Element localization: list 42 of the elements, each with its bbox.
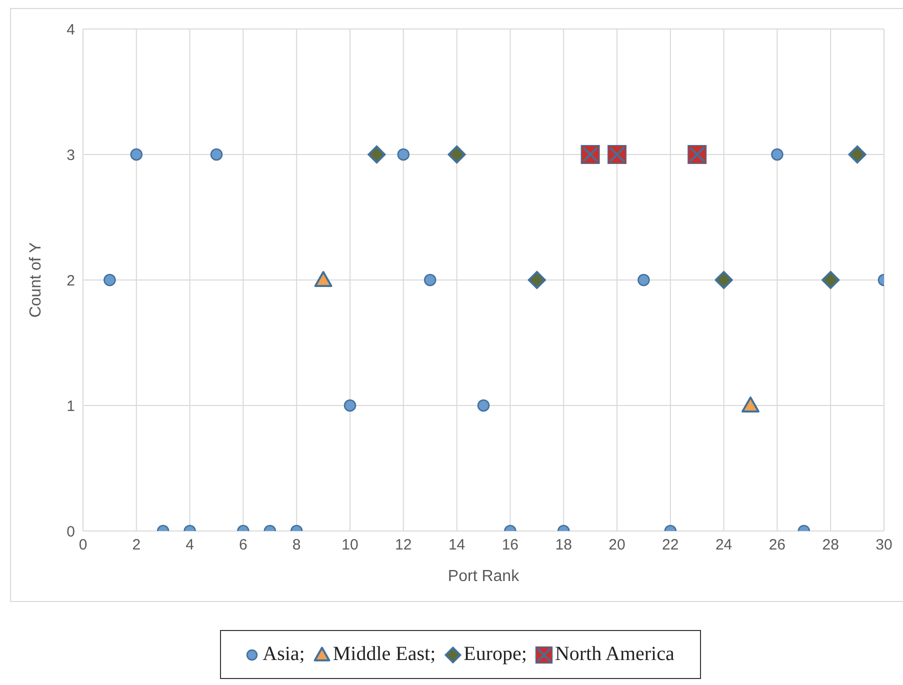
x-tick-label: 12 xyxy=(395,536,412,554)
point xyxy=(448,146,466,164)
point xyxy=(848,146,866,164)
point xyxy=(314,271,332,287)
x-tick-label: 18 xyxy=(555,536,572,554)
y-tick-label: 1 xyxy=(66,398,75,415)
point xyxy=(822,271,840,289)
point xyxy=(771,148,784,161)
x-axis-title: Port Rank xyxy=(448,568,520,585)
x-tick-label: 30 xyxy=(876,536,892,554)
x-tick-label: 24 xyxy=(715,536,732,554)
y-tick-label: 2 xyxy=(66,272,75,290)
x-tick-label: 2 xyxy=(132,536,141,554)
point xyxy=(368,146,386,164)
y-tick-label: 4 xyxy=(66,21,75,38)
legend-label: Europe; xyxy=(464,643,527,666)
point xyxy=(397,148,410,161)
legend-label: Middle East; xyxy=(332,643,436,666)
point xyxy=(130,148,143,161)
x-tick-label: 8 xyxy=(292,536,301,554)
x-tick-label: 22 xyxy=(662,536,679,554)
point xyxy=(528,271,546,289)
point xyxy=(638,274,650,286)
point xyxy=(104,274,116,286)
y-tick-label: 0 xyxy=(66,523,75,540)
point xyxy=(714,271,733,289)
legend-label: Asia; xyxy=(262,643,305,666)
x-tick-label: 4 xyxy=(186,536,194,554)
x-tick-label: 16 xyxy=(502,536,519,554)
x-tick-label: 28 xyxy=(822,536,839,554)
x-tick-label: 14 xyxy=(448,536,466,554)
point xyxy=(424,274,436,286)
y-tick-label: 3 xyxy=(66,146,75,164)
point xyxy=(210,148,223,161)
x-tick-label: 6 xyxy=(239,536,248,554)
x-tick-label: 10 xyxy=(342,536,358,554)
x-tick-label: 0 xyxy=(78,536,88,554)
legend-label: North America xyxy=(554,643,674,666)
x-tick-label: 26 xyxy=(768,536,786,554)
point xyxy=(742,396,760,412)
y-axis-title: Count of Y xyxy=(28,242,45,318)
x-tick-label: 20 xyxy=(608,536,626,554)
